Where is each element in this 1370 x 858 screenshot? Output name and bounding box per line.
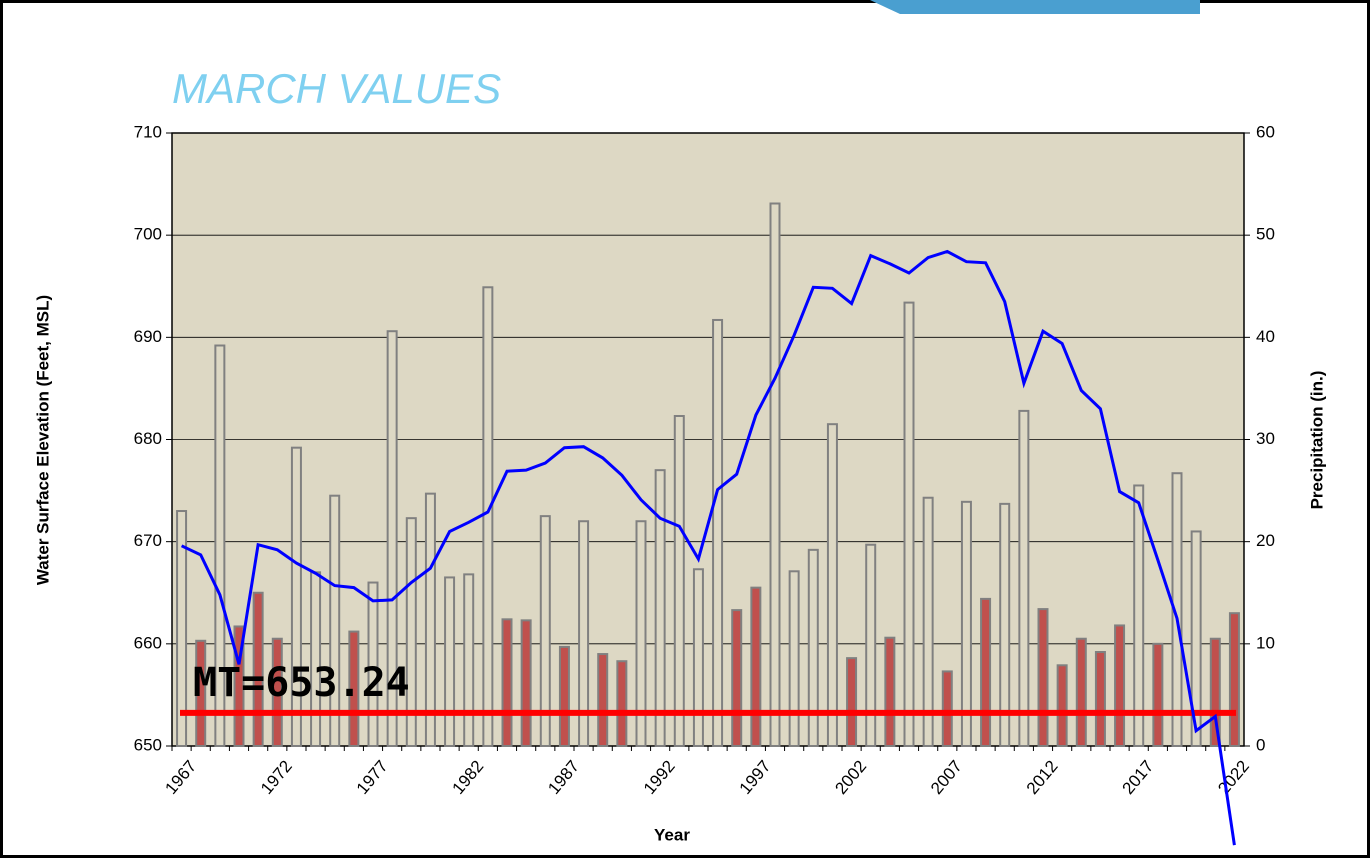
bar [558, 645, 570, 747]
y2-tick-label: 30 [1256, 429, 1275, 448]
y2-tick-label: 40 [1256, 327, 1275, 346]
bar [386, 330, 398, 747]
bar [750, 586, 762, 747]
bar [865, 543, 877, 748]
y2-tick-label: 60 [1256, 122, 1275, 141]
bar [1056, 664, 1068, 747]
bar [176, 510, 188, 747]
chart-title: MARCH VALUES [172, 65, 501, 112]
bar [597, 653, 609, 747]
y2-tick-label: 10 [1256, 633, 1275, 652]
bar [233, 625, 245, 748]
bar [214, 344, 226, 747]
bar [769, 202, 781, 747]
bar [712, 318, 724, 747]
bar [520, 619, 532, 748]
bar [424, 492, 436, 748]
bar [692, 568, 704, 747]
bar [884, 636, 896, 747]
bar [826, 423, 838, 747]
bar [654, 469, 666, 747]
bar [960, 500, 972, 747]
bar [444, 576, 456, 747]
bar [578, 520, 590, 747]
bar [329, 494, 341, 748]
y-tick-label: 680 [134, 429, 162, 448]
bar [482, 286, 494, 747]
bar [1094, 651, 1106, 747]
y-tick-label: 690 [134, 327, 162, 346]
bar [807, 548, 819, 748]
elevation-line [180, 249, 1236, 846]
bar [501, 618, 513, 748]
bar [731, 609, 743, 748]
bar [195, 639, 207, 747]
y-tick-label: 700 [134, 225, 162, 244]
bar [922, 496, 934, 747]
bar [1037, 608, 1049, 748]
bar [271, 637, 283, 747]
bar [463, 573, 475, 747]
bar [980, 597, 992, 747]
y2-tick-label: 20 [1256, 531, 1275, 550]
bar [1114, 624, 1126, 748]
y2-tick-label: 50 [1256, 225, 1275, 244]
y2-tick-label: 0 [1256, 735, 1265, 754]
bar [1209, 637, 1221, 747]
y-tick-label: 710 [134, 122, 162, 141]
bar [1075, 637, 1087, 747]
bar [1228, 612, 1240, 748]
bar [1190, 530, 1202, 748]
bar [846, 657, 858, 747]
bar [539, 515, 551, 747]
bar [616, 660, 628, 747]
bar [290, 446, 302, 747]
bar [405, 517, 417, 747]
bar [941, 670, 953, 747]
bar [348, 630, 360, 747]
bar [1171, 472, 1183, 747]
y-tick-label: 660 [134, 633, 162, 652]
decor-tab [870, 0, 1200, 14]
bar [635, 520, 647, 747]
y2-axis-label: Precipitation (in.) [1307, 371, 1326, 510]
y-tick-label: 650 [134, 735, 162, 754]
bar [252, 591, 264, 747]
bar [1152, 642, 1164, 747]
bar [903, 301, 915, 747]
bar [999, 502, 1011, 747]
bar [788, 570, 800, 747]
bar [673, 415, 685, 747]
bar [1133, 484, 1145, 747]
bar [1018, 409, 1030, 747]
y-tick-label: 670 [134, 531, 162, 550]
x-axis-label: Year [654, 825, 690, 844]
mt-label: MT=653.24 [193, 660, 410, 706]
y-axis-label: Water Surface Elevation (Feet, MSL) [33, 295, 52, 585]
bar [367, 581, 379, 747]
